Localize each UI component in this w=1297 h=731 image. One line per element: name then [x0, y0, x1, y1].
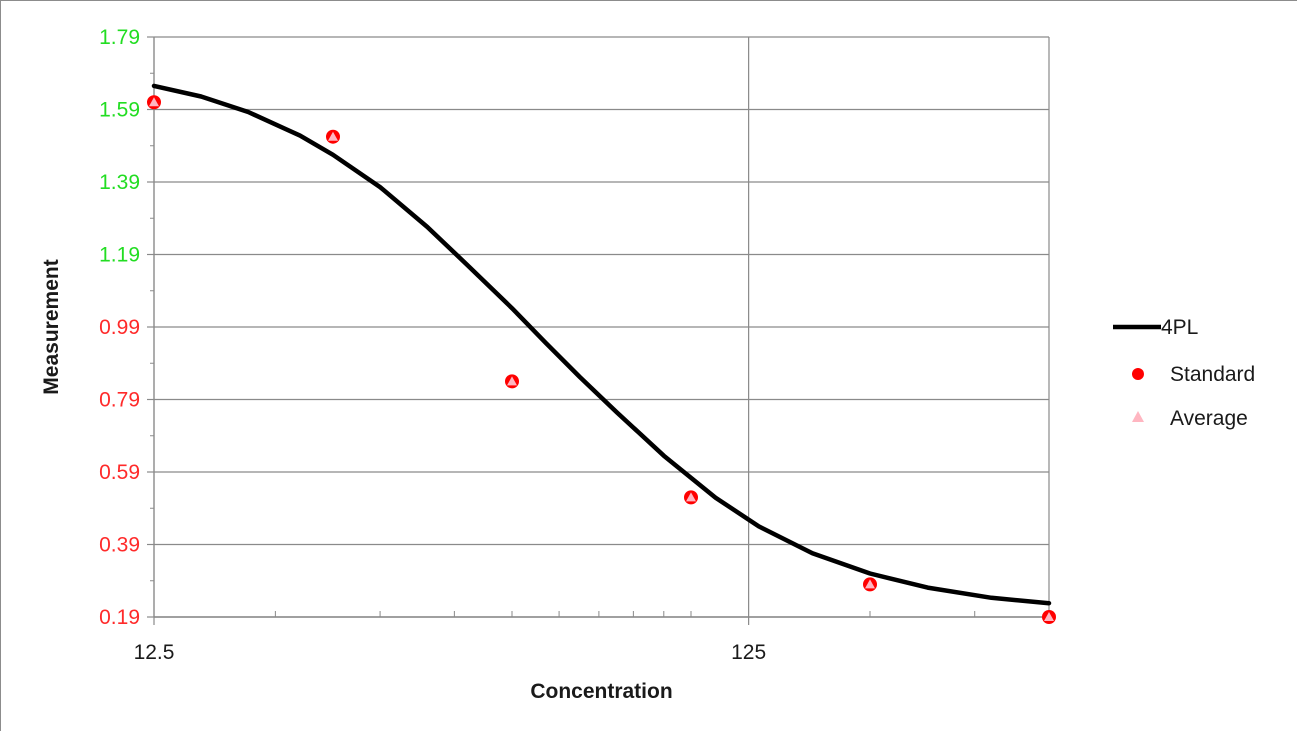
- legend-item-4pl: 4PL: [1113, 316, 1198, 339]
- legend-label-average: Average: [1170, 407, 1248, 430]
- legend-circle-icon: [1132, 368, 1144, 380]
- point-average-4: [865, 579, 875, 589]
- point-average-0: [149, 97, 159, 107]
- legend: 4PL Standard Average: [1113, 316, 1255, 430]
- series-4pl-curve: [151, 83, 1052, 606]
- point-average-1: [328, 131, 338, 141]
- legend-label-standard: Standard: [1170, 363, 1255, 386]
- y-tick-label-4: 0.99: [99, 316, 140, 339]
- y-tick-label-2: 1.39: [99, 171, 140, 194]
- series: [147, 83, 1056, 624]
- legend-item-average: Average: [1132, 407, 1248, 430]
- legend-label-4pl: 4PL: [1161, 316, 1198, 339]
- y-tick-label-1: 1.59: [99, 99, 140, 122]
- x-axis-title: Concentration: [530, 680, 672, 703]
- tick-labels: 1.79 1.59 1.39 1.19 0.99 0.79 0.59 0.39 0.19 12.5…: [99, 26, 766, 664]
- y-axis-title: Measurement: [40, 259, 63, 394]
- point-average-2: [507, 376, 517, 386]
- y-tick-label-5: 0.79: [99, 389, 140, 412]
- point-average-3: [686, 492, 696, 502]
- y-tick-label-7: 0.39: [99, 534, 140, 557]
- y-tick-label-0: 1.79: [99, 26, 140, 49]
- point-average-5: [1044, 612, 1054, 621]
- y-tick-label-3: 1.19: [99, 244, 140, 267]
- x-tick-label-0: 12.5: [134, 641, 175, 664]
- y-tick-label-6: 0.59: [99, 461, 140, 484]
- axes: [147, 36, 1049, 625]
- legend-item-standard: Standard: [1132, 363, 1255, 386]
- legend-triangle-icon: [1132, 411, 1144, 422]
- x-tick-label-1: 125: [731, 641, 766, 664]
- y-tick-label-8: 0.19: [99, 606, 140, 629]
- gridlines: [154, 36, 1050, 618]
